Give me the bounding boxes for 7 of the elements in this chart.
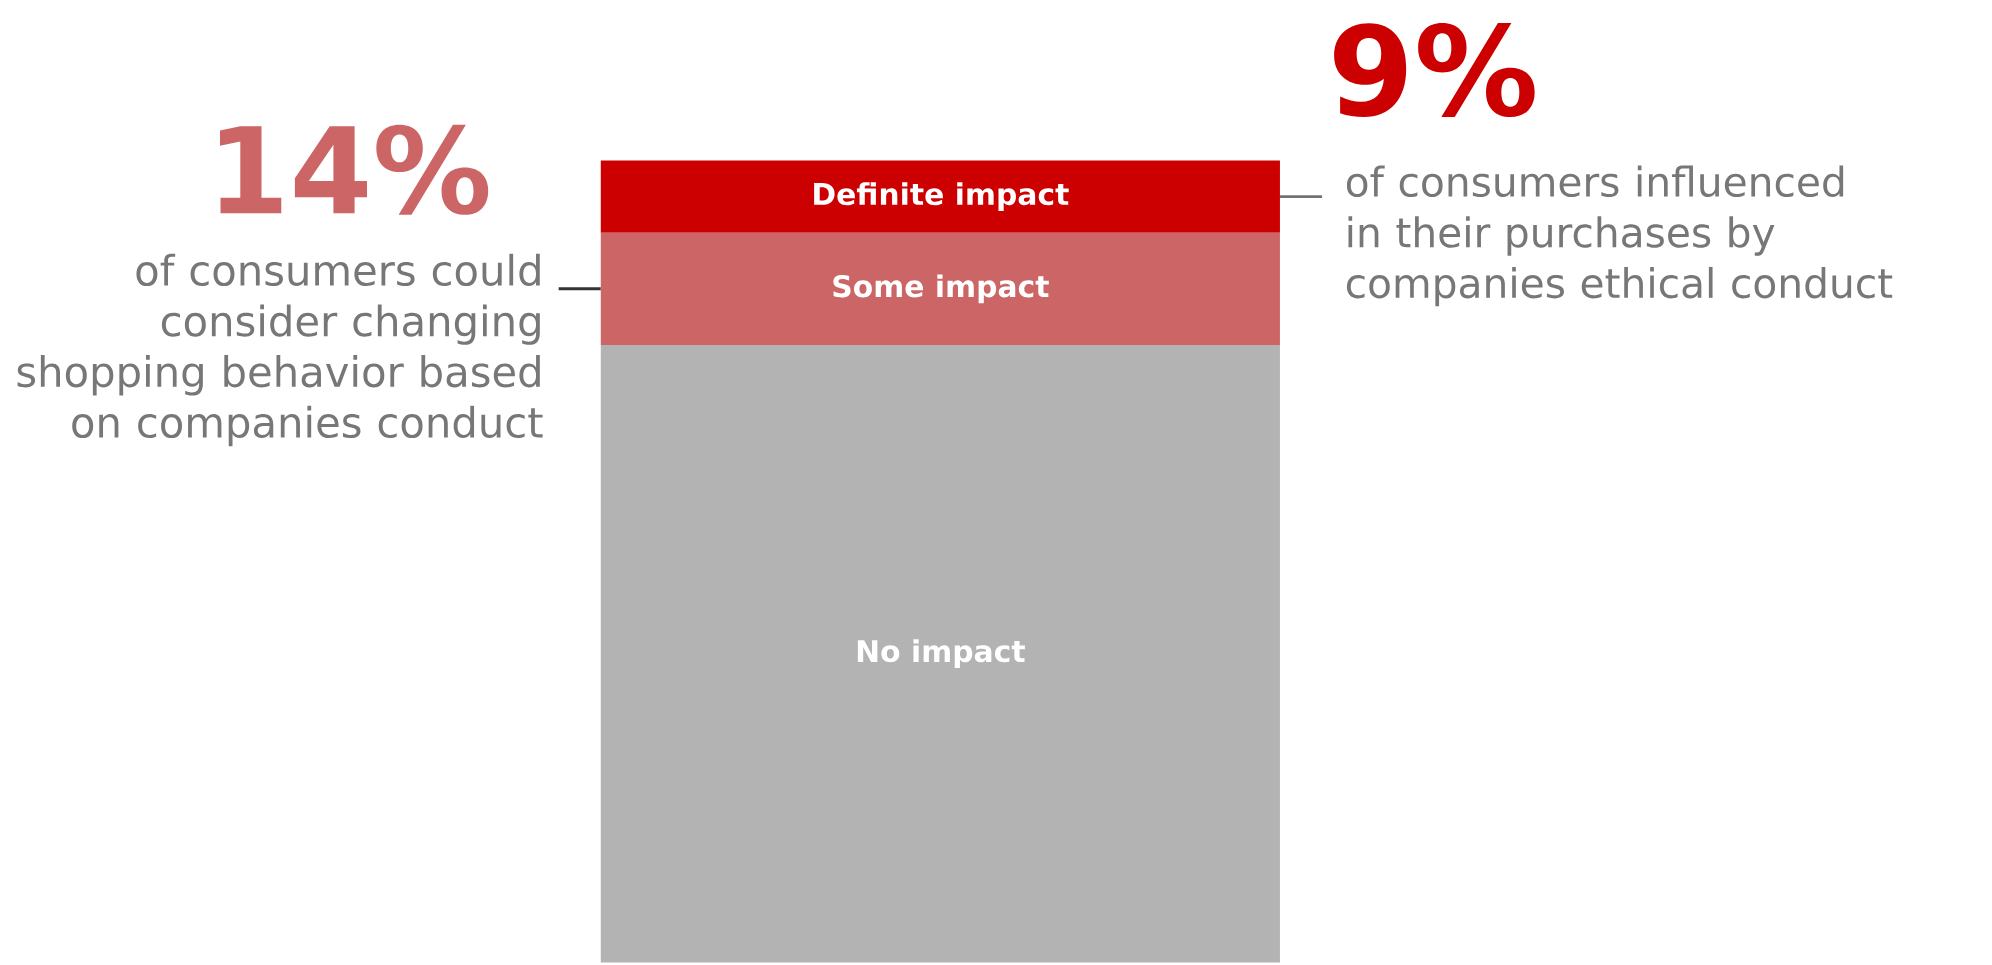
text: of consumers influenced in their purchases by companies ethical conduct [1346, 165, 1893, 307]
text: of consumers could consider changing shopping behavior based on companies conduct [17, 253, 543, 446]
data-label: 14% [219, 124, 489, 215]
series-label: Some impact [833, 274, 1049, 304]
series-label: No impact [857, 639, 1025, 668]
data-label: 9% [1334, 22, 1535, 117]
series-label: Definite impact [814, 182, 1069, 211]
